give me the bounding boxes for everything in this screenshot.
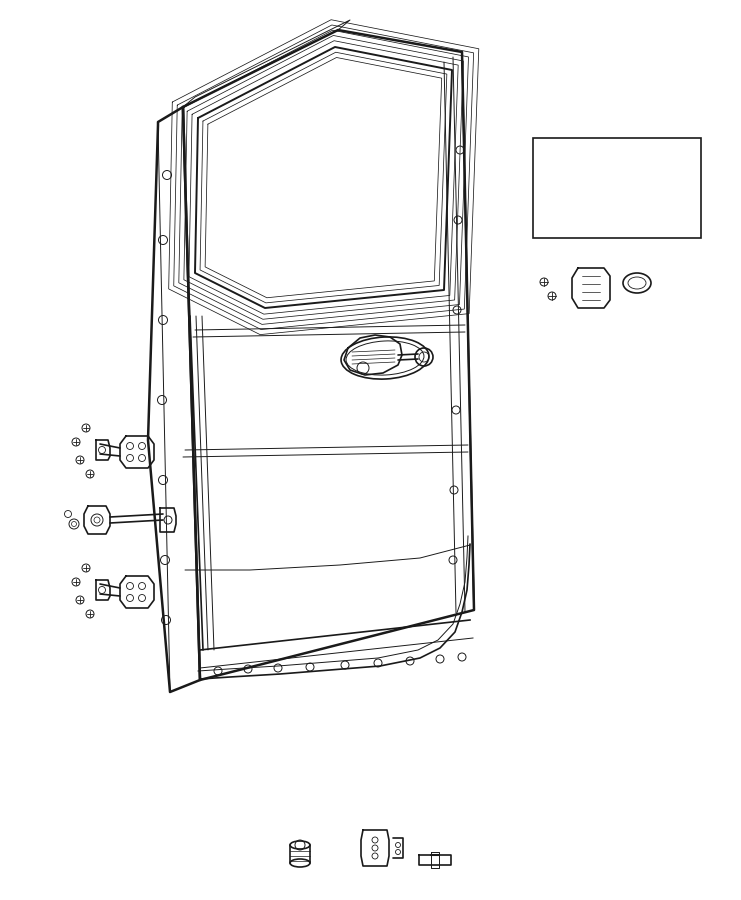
Bar [533,138,701,238]
